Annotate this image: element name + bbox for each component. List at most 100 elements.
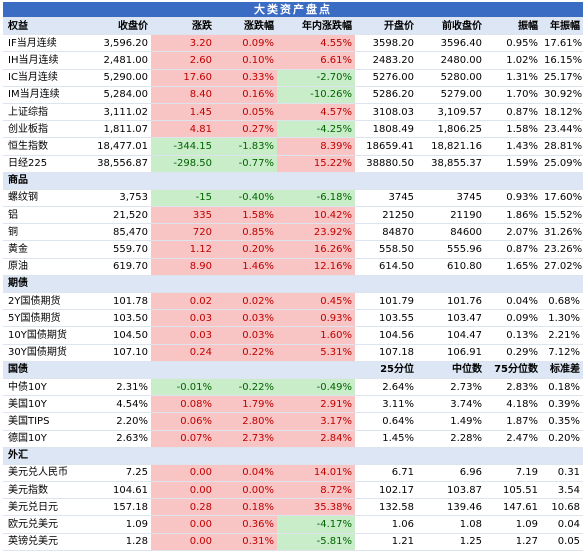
asset-name: 2Y国债期货: [3, 292, 89, 311]
change: 0.08%: [151, 395, 215, 414]
open-price: 84870: [355, 223, 417, 242]
change-pct: 0.18%: [215, 498, 277, 517]
column-header: 中位数: [417, 361, 485, 379]
ytd-change: 2.84%: [277, 430, 355, 448]
ytd-change: -0.49%: [277, 378, 355, 397]
change-pct: -1.83%: [215, 137, 277, 156]
section-filler: [541, 275, 584, 294]
amplitude: 1.27: [485, 533, 541, 551]
asset-name: 美元兑日元: [3, 498, 89, 517]
open-price: 21250: [355, 206, 417, 225]
prev-close: 610.80: [417, 258, 485, 276]
annual-amplitude: 0.39%: [541, 395, 584, 414]
amplitude: 2.07%: [485, 223, 541, 242]
open-price: 132.58: [355, 498, 417, 517]
change-pct: 0.04%: [215, 464, 277, 483]
amplitude: 1.70%: [485, 86, 541, 104]
change: 0.00: [151, 481, 215, 500]
prev-close: 555.96: [417, 240, 485, 259]
change-pct: 0.36%: [215, 515, 277, 534]
table-row: 日经225 38,556.87 -298.50 -0.77% 15.22% 38880.5…: [3, 155, 584, 173]
asset-name: 日经225: [3, 155, 89, 173]
change-pct: 0.05%: [215, 103, 277, 122]
ytd-change: 1.60%: [277, 326, 355, 345]
change: -0.01%: [151, 378, 215, 397]
section-title: 商品: [3, 172, 89, 190]
change-pct: 2.73%: [215, 430, 277, 448]
open-price: 3598.20: [355, 34, 417, 53]
amplitude: 147.61: [485, 498, 541, 517]
ytd-change: -5.81%: [277, 533, 355, 551]
open-price: 6.71: [355, 464, 417, 483]
section-filler: [89, 172, 151, 190]
annual-amplitude: 0.04: [541, 515, 584, 534]
section-filler: [151, 172, 215, 190]
change: 1.12: [151, 240, 215, 259]
open-price: 2.64%: [355, 378, 417, 397]
close-price: 2,481.00: [89, 51, 151, 70]
section-filler: [215, 275, 277, 294]
table-row: 美元兑人民币 7.25 0.00 0.04% 14.01% 6.71 6.96 7.19 0.3…: [3, 464, 584, 483]
change: 8.40: [151, 86, 215, 104]
section-filler: [541, 447, 584, 465]
open-price: 104.56: [355, 326, 417, 345]
amplitude: 1.87%: [485, 412, 541, 431]
asset-name: 5Y国债期货: [3, 309, 89, 328]
close-price: 5,284.00: [89, 86, 151, 104]
change-pct: 0.85%: [215, 223, 277, 242]
table-title: 大类资产盘点: [3, 2, 584, 18]
annual-amplitude: 1.30%: [541, 309, 584, 328]
amplitude: 4.18%: [485, 395, 541, 414]
change: 0.03: [151, 326, 215, 345]
section-filler: [277, 172, 355, 190]
prev-close: 103.87: [417, 481, 485, 500]
prev-close: 5280.00: [417, 69, 485, 87]
table-row: 恒生指数 18,477.01 -344.15 -1.83% 8.39% 18659.41 1…: [3, 137, 584, 156]
ytd-change: -4.25%: [277, 120, 355, 139]
prev-close: 18,821.16: [417, 137, 485, 156]
change: 17.60: [151, 69, 215, 87]
open-price: 2483.20: [355, 51, 417, 70]
change: 0.02: [151, 292, 215, 311]
annual-amplitude: 27.02%: [541, 258, 584, 276]
change: 720: [151, 223, 215, 242]
amplitude: 7.19: [485, 464, 541, 483]
close-price: 3,753: [89, 189, 151, 208]
amplitude: 1.09: [485, 515, 541, 534]
asset-name: 10Y国债期货: [3, 326, 89, 345]
table-row: IH当月连续 2,481.00 2.60 0.10% 6.61% 2483.20 2480.…: [3, 51, 584, 70]
section-filler: [89, 447, 151, 465]
annual-amplitude: 16.15%: [541, 51, 584, 70]
change-pct: 2.80%: [215, 412, 277, 431]
table-row: 欧元兑美元 1.09 0.00 0.36% -4.17% 1.06 1.08 1.09 0.04: [3, 515, 584, 534]
change-pct: 0.02%: [215, 292, 277, 311]
column-header: 标准差: [541, 361, 584, 379]
change: 0.00: [151, 533, 215, 551]
annual-amplitude: 0.68%: [541, 292, 584, 311]
asset-name: 美国TIPS: [3, 412, 89, 431]
close-price: 4.54%: [89, 395, 151, 414]
annual-amplitude: 10.68: [541, 498, 584, 517]
asset-name: 螺纹钢: [3, 189, 89, 208]
change-pct: 0.03%: [215, 326, 277, 345]
amplitude: 0.29%: [485, 344, 541, 362]
close-price: 3,596.20: [89, 34, 151, 53]
change-pct: 1.58%: [215, 206, 277, 225]
annual-amplitude: 2.21%: [541, 326, 584, 345]
close-price: 1.09: [89, 515, 151, 534]
amplitude: 0.13%: [485, 326, 541, 345]
column-header: 涨跌: [151, 17, 215, 36]
ytd-change: 12.16%: [277, 258, 355, 276]
change: 4.81: [151, 120, 215, 139]
change-pct: 0.00%: [215, 481, 277, 500]
annual-amplitude: 23.44%: [541, 120, 584, 139]
column-header: 年振幅: [541, 17, 584, 36]
ytd-change: -4.17%: [277, 515, 355, 534]
open-price: 1.45%: [355, 430, 417, 448]
annual-amplitude: 0.18%: [541, 378, 584, 397]
amplitude: 2.47%: [485, 430, 541, 448]
section-header-row: 外汇: [3, 447, 584, 465]
annual-amplitude: 3.54: [541, 481, 584, 500]
asset-name: 美元指数: [3, 481, 89, 500]
annual-amplitude: 0.05: [541, 533, 584, 551]
